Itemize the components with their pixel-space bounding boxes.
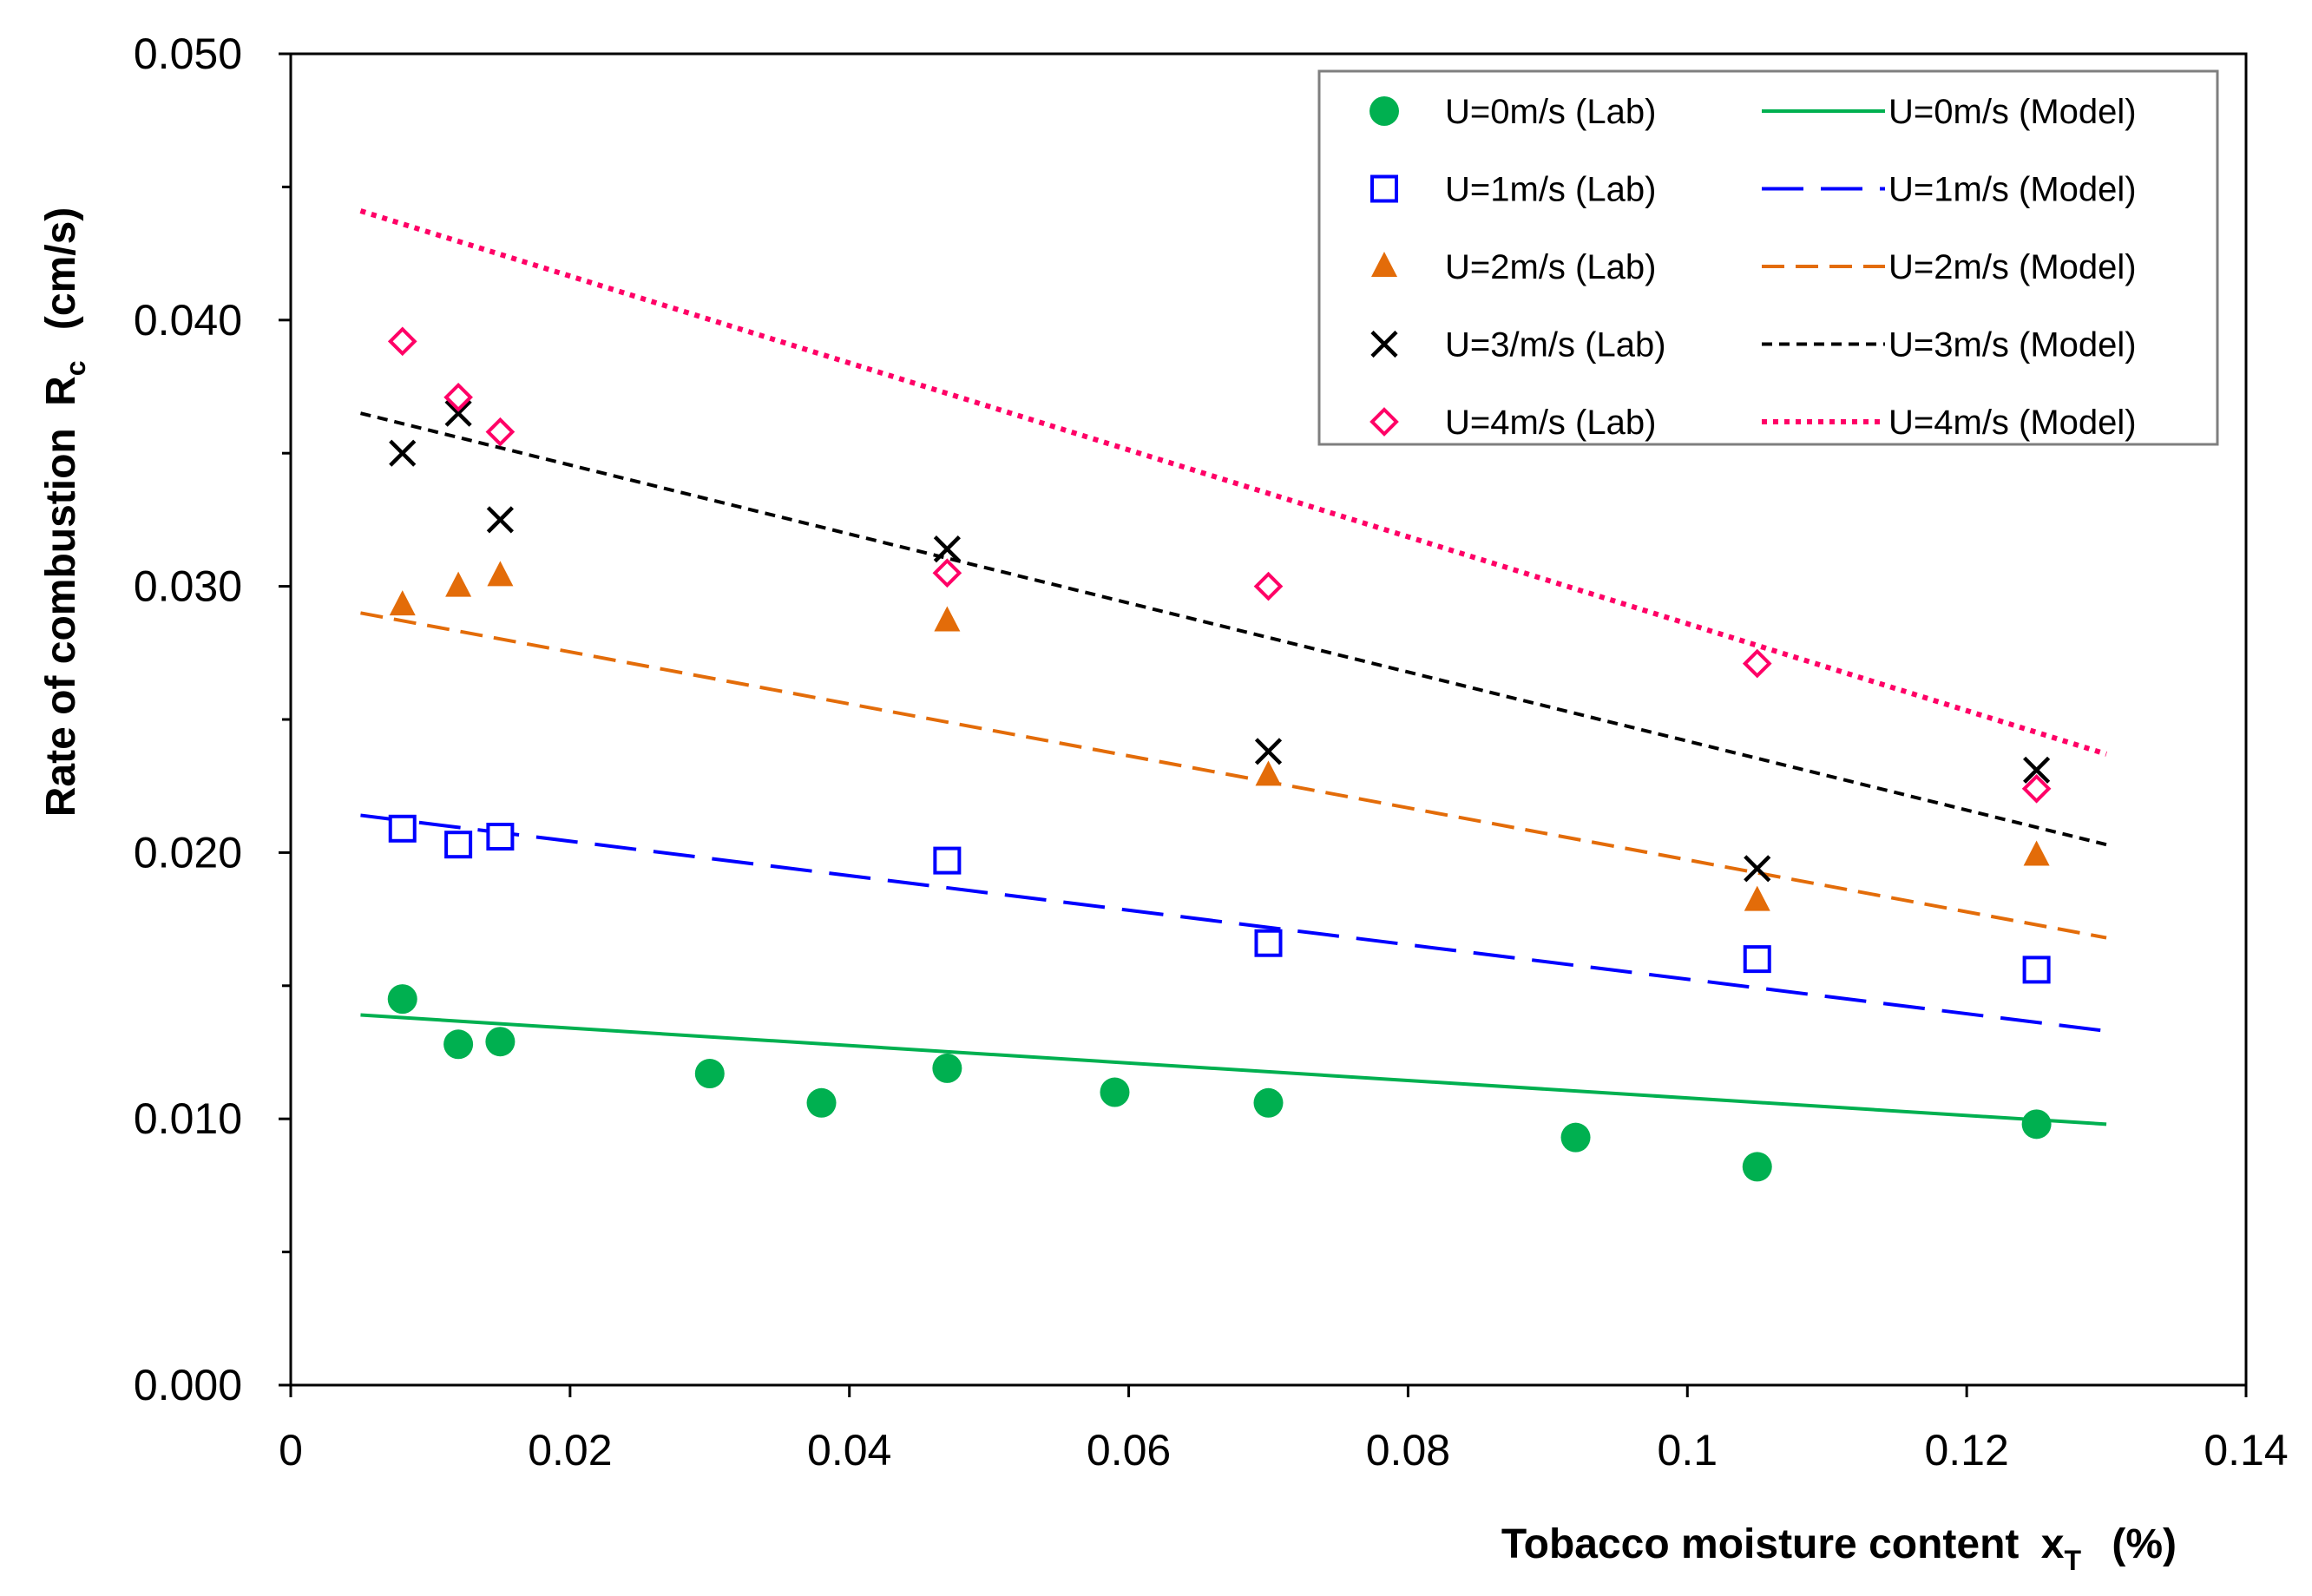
data-point [933,535,961,563]
data-point [1744,855,1771,883]
data-point [487,561,514,587]
data-point [2023,756,2051,784]
data-point [444,399,472,427]
y-axis: 0.000 0.010 0.020 0.030 0.040 0.050 [134,30,291,1409]
legend: U=0m/s (Lab) U=0m/s (Model) U=1m/s (Lab) U=… [1317,69,2219,446]
data-point [1743,945,1771,974]
x-tick-label: 0.1 [1658,1426,1718,1474]
x-tick-label: 0.04 [807,1426,891,1474]
data-point [1742,1152,1772,1182]
data-point [1742,648,1772,679]
data-point [1100,1077,1130,1107]
data-point [1253,571,1284,601]
data-point [1255,760,1282,786]
y-tick-label: 0.030 [134,562,242,611]
data-point [1744,885,1770,911]
data-point [443,1029,474,1060]
legend-marker [1369,96,1399,126]
legend-label: U=4m/s (Model) [1888,404,2137,442]
y-tick-label: 0.050 [134,30,242,78]
legend-marker [1370,174,1398,203]
legend-label: U=0m/s (Model) [1888,93,2137,131]
data-point [389,439,417,467]
data-point [2021,773,2052,804]
x-tick-label: 0.06 [1087,1426,1171,1474]
model-line [360,611,2107,940]
model-line [360,1013,2107,1126]
legend-label: U=1m/s (Lab) [1445,171,1656,209]
data-point [2021,1109,2052,1140]
data-point [389,590,416,616]
model-line [359,411,2107,847]
legend-label: U=2m/s (Model) [1888,248,2137,286]
x-axis-title: Tobacco moisture content xT (%) [1501,1521,2177,1580]
data-point [1560,1122,1591,1153]
y-tick-label: 0.020 [134,828,242,877]
y-axis-title: Rate of combustion Rc (cm/s) [38,207,95,818]
data-point [932,558,962,588]
data-point [1254,929,1283,957]
data-point [694,1059,725,1089]
data-point [1254,738,1283,765]
data-point [933,846,962,875]
x-axis: 0 0.02 0.04 0.06 0.08 0.1 0.12 0.14 [279,1385,2289,1474]
data-point [806,1087,837,1118]
data-point [486,506,514,534]
legend-label: U=3/m/s (Lab) [1445,326,1666,365]
legend-label: U=1m/s (Model) [1888,171,2137,209]
legend-label: U=2m/s (Lab) [1445,248,1656,286]
data-point [387,326,417,357]
data-point [445,571,472,597]
legend-label: U=4m/s (Lab) [1445,404,1656,442]
x-tick-label: 0 [279,1426,303,1474]
data-point [2022,956,2051,984]
data-point [1253,1087,1284,1118]
data-point [485,417,516,447]
y-tick-label: 0.010 [134,1094,242,1143]
legend-label: U=0m/s (Lab) [1445,93,1656,131]
legend-marker [1370,330,1398,358]
x-tick-label: 0.08 [1366,1426,1450,1474]
x-tick-label: 0.12 [1924,1426,2008,1474]
x-tick-label: 0.14 [2204,1426,2288,1474]
data-point [485,1027,516,1057]
x-tick-label: 0.02 [528,1426,612,1474]
data-point [932,1053,962,1083]
data-point [388,814,417,843]
y-tick-label: 0.040 [134,296,242,345]
series-layer [359,208,2107,1182]
legend-marker [1369,407,1399,437]
data-point [387,984,417,1015]
data-point [444,831,473,859]
data-point [486,822,515,851]
legend-label: U=3m/s (Model) [1888,326,2137,365]
data-point [934,606,961,632]
y-tick-label: 0.000 [134,1361,242,1409]
data-point [443,382,473,412]
legend-marker [1371,252,1397,277]
legend-box [1317,69,2219,446]
data-point [2023,840,2050,866]
model-line [359,208,2107,757]
